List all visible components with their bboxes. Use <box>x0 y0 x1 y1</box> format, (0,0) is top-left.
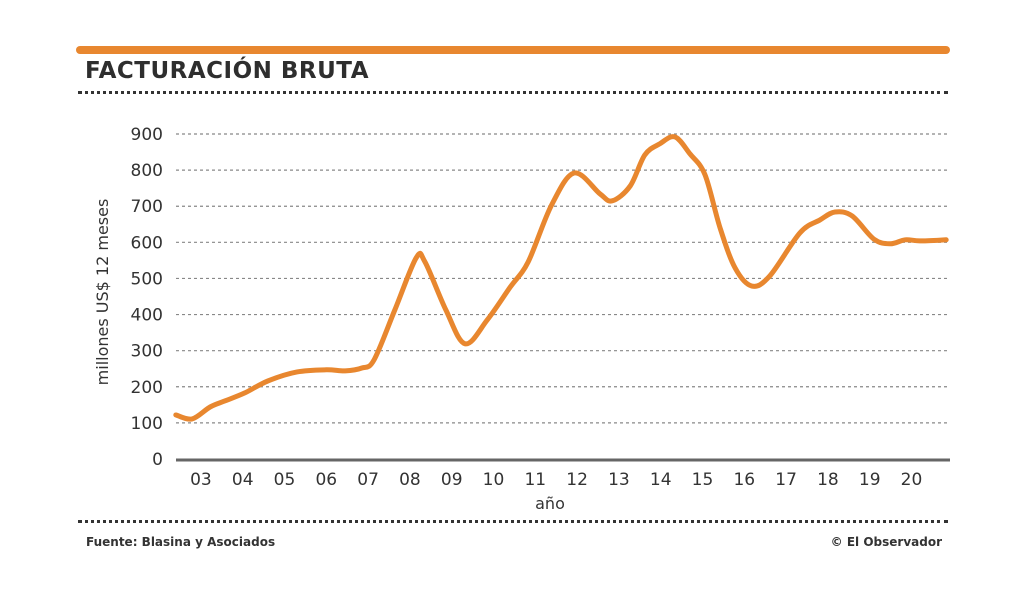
x-tick-label: 03 <box>190 470 212 490</box>
top-accent-bar <box>76 46 950 54</box>
x-tick-label: 15 <box>692 470 714 490</box>
x-tick-label: 10 <box>483 470 505 490</box>
y-tick-label: 400 <box>131 306 163 326</box>
credit-note: © El Observador <box>830 535 942 549</box>
x-tick-label: 19 <box>859 470 881 490</box>
x-tick-label: 20 <box>901 470 923 490</box>
y-tick-label: 0 <box>152 450 163 470</box>
x-tick-label: 05 <box>274 470 296 490</box>
y-axis-label: millones US$ 12 meses <box>93 199 112 386</box>
y-tick-label: 100 <box>131 414 163 434</box>
y-tick-label: 600 <box>131 233 163 253</box>
x-tick-label: 12 <box>566 470 588 490</box>
x-tick-label: 08 <box>399 470 421 490</box>
series-line <box>173 134 949 422</box>
x-axis-label: año <box>535 494 565 513</box>
y-tick-label: 300 <box>131 342 163 362</box>
y-tick-label: 700 <box>131 197 163 217</box>
x-tick-label: 04 <box>232 470 254 490</box>
y-tick-label: 800 <box>131 161 163 181</box>
y-tick-label: 200 <box>131 378 163 398</box>
x-tick-label: 11 <box>524 470 546 490</box>
chart-title: FACTURACIÓN BRUTA <box>85 58 369 84</box>
y-tick-label: 500 <box>131 269 163 289</box>
footer-divider <box>78 520 948 523</box>
x-tick-label: 16 <box>733 470 755 490</box>
x-tick-label: 18 <box>817 470 839 490</box>
source-note: Fuente: Blasina y Asociados <box>86 535 276 549</box>
x-tick-label: 07 <box>357 470 379 490</box>
x-tick-label: 09 <box>441 470 463 490</box>
x-tick-label: 06 <box>315 470 337 490</box>
x-tick-label: 14 <box>650 470 672 490</box>
x-tick-label: 13 <box>608 470 630 490</box>
x-tick-label: 17 <box>775 470 797 490</box>
title-divider <box>78 91 948 94</box>
y-tick-label: 900 <box>131 125 163 145</box>
